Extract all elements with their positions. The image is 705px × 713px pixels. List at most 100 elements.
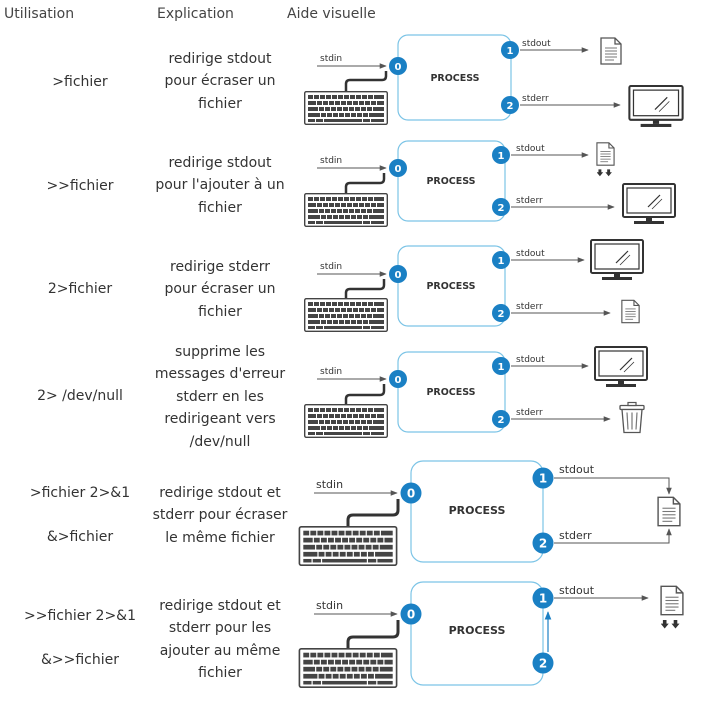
usage-line: >>fichier 2>&1	[23, 608, 137, 624]
fd-2-circle	[501, 96, 519, 114]
process-label: PROCESS	[449, 624, 506, 637]
keyboard-icon	[304, 298, 388, 332]
fd-1-label: 1	[507, 46, 514, 57]
usage-line: 2> /dev/null	[37, 388, 123, 404]
process-label: PROCESS	[426, 281, 475, 292]
keyboard-icon	[304, 91, 388, 125]
explanation-cell: redirige stdout pour écraser un fichier	[150, 48, 290, 115]
fd-1-circle	[532, 467, 554, 489]
explanation-line: redirige stdout	[168, 155, 272, 171]
usage-line: >fichier 2>&1	[29, 485, 131, 501]
fd-0-circle	[389, 370, 407, 388]
monitor-icon	[628, 85, 684, 128]
usage-cell: >>fichier 2>&1 &>>fichier	[5, 605, 155, 672]
stdin-label: stdin	[316, 599, 343, 612]
explanation-line: redirige stdout et	[159, 598, 281, 614]
usage-cell: >fichier 2>&1 &>fichier	[5, 482, 155, 549]
file-icon	[657, 496, 681, 527]
usage-line: >>fichier	[46, 178, 114, 194]
fd-2-circle	[492, 198, 510, 216]
keyboard-icon	[298, 526, 398, 566]
explanation-line: stderr pour les	[168, 620, 272, 637]
explanation-cell: redirige stdout et stderr pour les ajout…	[150, 595, 290, 685]
usage-cell: >fichier	[5, 71, 155, 93]
usage-line: &>>fichier	[40, 652, 120, 669]
usage-cell: >>fichier	[5, 175, 155, 197]
process-box	[397, 140, 506, 222]
header-explanation: Explication	[157, 6, 234, 22]
keyboard-icon	[298, 648, 398, 688]
diagram-row-3: PROCESS stdin 0 1 2 stdout stderr	[304, 239, 644, 332]
process-box	[397, 351, 506, 433]
fd-0-label: 0	[395, 164, 402, 175]
stderr-label: stderr	[522, 94, 549, 104]
explanation-line: supprime les	[174, 344, 266, 360]
explanation-line: redirigeant vers	[164, 411, 276, 428]
stdout-label: stdout	[559, 584, 595, 597]
fd-1-circle	[492, 251, 510, 269]
stdout-label: stdout	[516, 144, 545, 154]
diagram-row-5: PROCESS stdin 0 1 2 stdout stderr	[298, 460, 681, 566]
stderr-label: stderr	[516, 408, 543, 418]
stdout-label: stdout	[516, 355, 545, 365]
explanation-line: stderr en les	[176, 388, 264, 405]
explanation-line: redirige stdout	[168, 51, 272, 67]
usage-line: 2>fichier	[47, 281, 113, 297]
file-icon	[660, 585, 684, 616]
diagram-row-1: PROCESS stdin 0 1 2 stdout stderr	[304, 34, 684, 128]
explanation-cell: redirige stderr pour écraser un fichier	[150, 256, 290, 323]
process-box	[410, 581, 544, 686]
stderr-line	[554, 528, 672, 544]
fd-0-label: 0	[407, 608, 415, 622]
fd-2-circle	[492, 304, 510, 322]
fd-1-circle	[501, 41, 519, 59]
explanation-line: fichier	[198, 199, 242, 216]
usage-line: >fichier	[52, 74, 108, 90]
keyboard-icon	[304, 193, 388, 227]
keyboard-cable	[344, 384, 386, 405]
explanation-line: stderr pour écraser	[152, 507, 288, 524]
fd-0-circle	[389, 57, 407, 75]
fd-1-circle	[492, 146, 510, 164]
explanation-line: ajouter au même	[159, 642, 281, 659]
process-box	[397, 34, 512, 121]
stdin-label: stdin	[320, 367, 342, 377]
explanation-line: /dev/null	[189, 433, 251, 450]
explanation-cell: redirige stdout pour l'ajouter à un fich…	[150, 152, 290, 219]
stdin-label: stdin	[316, 478, 343, 491]
usage-cell: 2> /dev/null	[5, 385, 155, 407]
fd-1-label: 1	[498, 362, 505, 373]
append-arrows-icon	[597, 169, 612, 177]
stdin-label: stdin	[320, 262, 342, 272]
explanation-line: fichier	[198, 665, 242, 682]
fd-1-label: 1	[539, 472, 547, 486]
diagram-row-2: PROCESS stdin 0 1 2 stdout stderr	[304, 140, 676, 227]
explanation-line: pour écraser un	[164, 73, 276, 90]
keyboard-cable	[346, 499, 400, 528]
file-icon	[600, 37, 622, 65]
stderr-label: stderr	[516, 196, 543, 206]
trash-icon	[619, 401, 645, 434]
process-label: PROCESS	[426, 176, 475, 187]
stdout-line	[554, 477, 672, 495]
fd-1-label: 1	[498, 256, 505, 267]
fd-1-circle	[532, 587, 554, 609]
keyboard-cable	[346, 620, 400, 650]
fd-1-label: 1	[498, 151, 505, 162]
explanation-line: pour écraser un	[164, 281, 276, 298]
fd-2-label: 2	[498, 309, 505, 320]
diagram-row-6: PROCESS stdin 0 1 2 stdout	[298, 581, 684, 688]
explanation-line: fichier	[198, 95, 242, 112]
keyboard-cable	[344, 173, 386, 194]
explanation-line: pour l'ajouter à un	[155, 177, 285, 194]
process-label: PROCESS	[426, 387, 475, 398]
fd-2-label: 2	[539, 537, 547, 551]
process-label: PROCESS	[449, 504, 506, 517]
fd-2-circle	[532, 652, 554, 674]
fd-0-label: 0	[407, 487, 415, 501]
fd-1-label: 1	[539, 592, 547, 606]
explanation-line: le même fichier	[165, 529, 275, 546]
keyboard-cable	[344, 279, 386, 299]
header-usage: Utilisation	[4, 6, 75, 22]
